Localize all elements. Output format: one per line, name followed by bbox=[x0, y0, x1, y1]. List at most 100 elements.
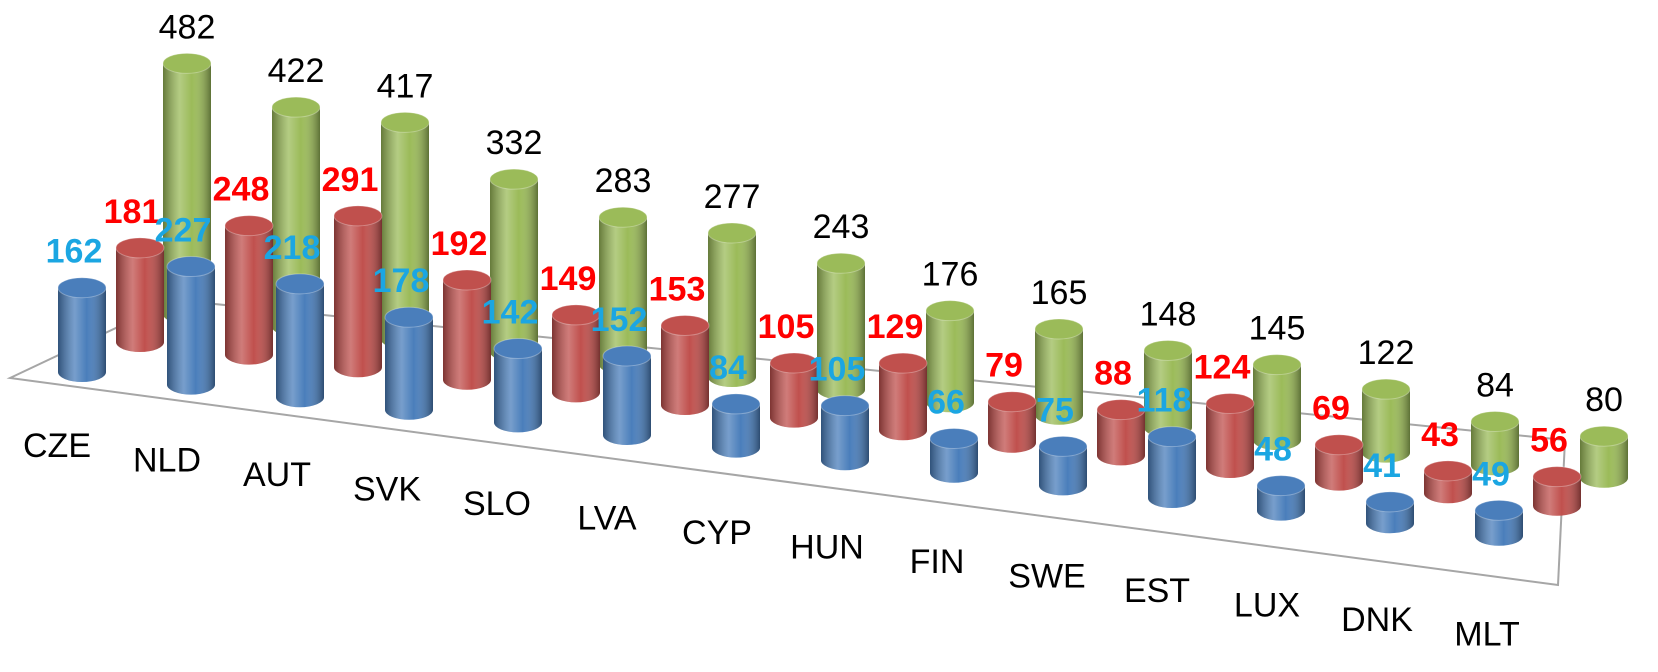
value-label: 145 bbox=[1249, 310, 1306, 348]
cylinder-shade bbox=[712, 403, 760, 458]
cylinder-shade bbox=[1475, 510, 1523, 546]
cylinder bbox=[878, 352, 928, 441]
cylinder bbox=[1252, 354, 1302, 450]
cylinder-shade bbox=[385, 317, 434, 420]
value-label: 482 bbox=[159, 8, 216, 46]
cylinder-shade bbox=[167, 266, 215, 395]
value-label: 84 bbox=[1476, 367, 1514, 405]
cylinder-top bbox=[489, 168, 539, 190]
cylinder-top bbox=[1034, 318, 1084, 340]
cylinder-shade bbox=[494, 348, 542, 433]
cylinder bbox=[660, 314, 710, 415]
cylinder bbox=[598, 206, 648, 375]
value-label: 277 bbox=[704, 178, 761, 216]
value-label: 48 bbox=[1254, 431, 1292, 469]
cylinder-top bbox=[1205, 393, 1255, 415]
cylinder bbox=[1470, 411, 1520, 476]
cylinder-shade bbox=[1257, 485, 1305, 521]
cylinder-shade bbox=[603, 355, 651, 445]
cylinder-top bbox=[820, 395, 870, 417]
cylinder-top bbox=[598, 206, 648, 228]
cylinder-shade bbox=[381, 122, 429, 350]
value-label: 192 bbox=[431, 225, 488, 263]
cylinder-top bbox=[1423, 460, 1473, 482]
cylinder bbox=[769, 352, 819, 428]
cylinder bbox=[1256, 475, 1306, 521]
cylinder-top bbox=[929, 427, 979, 449]
cylinder-top bbox=[1143, 339, 1193, 361]
cylinder-top bbox=[275, 273, 325, 295]
cylinder bbox=[1034, 318, 1084, 425]
cylinder-top bbox=[1532, 466, 1582, 488]
cylinder-top bbox=[878, 352, 928, 374]
cylinder-shade bbox=[1097, 409, 1145, 466]
value-label: 49 bbox=[1472, 455, 1510, 493]
cylinder-top bbox=[1361, 378, 1411, 400]
cylinder bbox=[489, 168, 539, 362]
cylinder-shade bbox=[817, 263, 865, 400]
cylinder-top bbox=[384, 306, 434, 328]
value-label: 243 bbox=[813, 208, 870, 246]
cylinder-shade bbox=[930, 438, 978, 483]
cylinder-shade bbox=[770, 363, 818, 428]
cylinder-top bbox=[115, 237, 165, 259]
x-tick-label: LUX bbox=[1234, 586, 1300, 624]
cylinder-shade bbox=[1580, 436, 1628, 488]
cylinder-shade bbox=[1148, 436, 1196, 508]
cylinder bbox=[1096, 399, 1146, 466]
value-label: 153 bbox=[649, 270, 706, 308]
cylinder-shade bbox=[276, 283, 324, 408]
cylinder bbox=[1474, 499, 1524, 546]
cylinder-top bbox=[602, 345, 652, 367]
x-tick-label: CZE bbox=[23, 427, 91, 465]
cylinder-shade bbox=[490, 179, 538, 362]
cylinder-top bbox=[1096, 399, 1146, 421]
cylinder bbox=[493, 338, 543, 433]
cylinder-top bbox=[1365, 491, 1415, 513]
cylinder-shade bbox=[1315, 444, 1363, 491]
cylinder bbox=[1579, 425, 1629, 488]
value-label: 291 bbox=[322, 161, 379, 199]
cylinder bbox=[551, 304, 601, 403]
cylinder bbox=[816, 252, 866, 400]
x-tick-label: NLD bbox=[133, 441, 201, 479]
cylinder bbox=[333, 205, 383, 378]
x-tick-label: EST bbox=[1124, 572, 1190, 610]
cylinder bbox=[57, 277, 107, 382]
cylinder-top bbox=[1038, 435, 1088, 457]
cylinder-top bbox=[1252, 354, 1302, 376]
value-label: 142 bbox=[482, 294, 539, 332]
value-label: 84 bbox=[709, 349, 747, 387]
cylinder bbox=[224, 215, 274, 365]
cylinder-top bbox=[1474, 499, 1524, 521]
value-label: 69 bbox=[1312, 390, 1350, 428]
cylinder-shade bbox=[879, 363, 927, 441]
cylinder bbox=[602, 345, 652, 445]
cylinder bbox=[1205, 393, 1255, 478]
value-label: 75 bbox=[1036, 391, 1074, 429]
cylinder-top bbox=[711, 393, 761, 415]
value-label: 79 bbox=[985, 347, 1023, 385]
cylinder-shade bbox=[116, 247, 164, 352]
value-label: 332 bbox=[486, 124, 543, 162]
cylinder-shade bbox=[225, 225, 273, 365]
cylinder-top bbox=[1147, 426, 1197, 448]
x-tick-label: FIN bbox=[910, 543, 965, 581]
x-tick-label: SVK bbox=[353, 470, 421, 508]
cylinder-shade bbox=[1362, 389, 1410, 463]
cylinder-shade bbox=[661, 325, 709, 415]
cylinder bbox=[1143, 339, 1193, 438]
cylinder bbox=[115, 237, 165, 352]
value-label: 165 bbox=[1031, 274, 1088, 312]
value-label: 118 bbox=[1137, 382, 1192, 420]
value-label: 43 bbox=[1421, 416, 1459, 454]
x-tick-label: LVA bbox=[577, 499, 637, 537]
value-label: 422 bbox=[268, 52, 325, 90]
cylinder-top bbox=[166, 256, 216, 278]
cylinder-top bbox=[1470, 411, 1520, 433]
value-label: 105 bbox=[758, 308, 815, 346]
cylinder-top bbox=[380, 111, 430, 133]
cylinder-shade bbox=[1144, 350, 1192, 438]
value-label: 80 bbox=[1585, 381, 1623, 419]
